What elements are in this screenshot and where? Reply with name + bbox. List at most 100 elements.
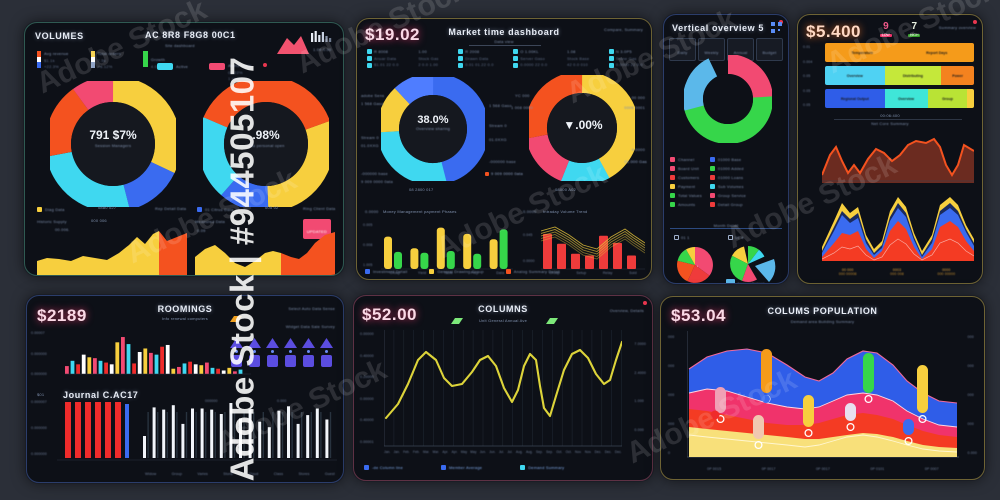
bar[interactable] xyxy=(75,402,81,458)
bar[interactable] xyxy=(287,406,290,458)
bar[interactable] xyxy=(315,408,319,459)
marker-pill[interactable] xyxy=(761,349,772,393)
bar[interactable] xyxy=(216,368,220,374)
panel-market-time[interactable]: $19.02 Market time dashboard Data view C… xyxy=(356,18,652,280)
bar[interactable] xyxy=(121,337,125,374)
donut-chart[interactable] xyxy=(684,55,772,143)
stacked-bar-segment[interactable]: Distributing xyxy=(884,66,942,85)
bar-chart-lower[interactable] xyxy=(57,400,337,462)
bar[interactable] xyxy=(499,229,508,269)
bar[interactable] xyxy=(115,402,121,458)
bar[interactable] xyxy=(149,352,153,374)
bar-chart-roomings[interactable] xyxy=(65,328,251,376)
square-icon[interactable] xyxy=(303,355,314,367)
bar[interactable] xyxy=(239,418,242,458)
bar[interactable] xyxy=(267,427,271,458)
bar[interactable] xyxy=(463,233,472,269)
bar[interactable] xyxy=(200,408,204,459)
line-chart-columns[interactable] xyxy=(384,330,622,448)
kpi-item[interactable]: Total orders 7.5k +8.12% xyxy=(90,51,121,69)
kpi-alerts[interactable]: Alerts today 03 22% 1 new xyxy=(209,63,267,81)
donut-chart-left[interactable] xyxy=(381,77,485,181)
bar[interactable] xyxy=(420,252,429,269)
legend-item[interactable]: 01000 Loans xyxy=(709,175,746,180)
bar[interactable] xyxy=(177,366,181,374)
icon-stack[interactable] xyxy=(284,338,297,367)
legend-item[interactable]: Channel xyxy=(670,157,702,162)
bar[interactable] xyxy=(227,367,232,374)
stacked-bar-segment[interactable]: Power xyxy=(941,66,974,85)
updated-badge[interactable]: UPDATED xyxy=(302,219,331,239)
badge-high[interactable]: 7 HIGH xyxy=(908,21,921,38)
kpi-item[interactable]: O 1.00KL Server Gaso 0.0000 22 0.0 xyxy=(513,49,547,68)
pie-chart-2[interactable] xyxy=(722,243,784,284)
donut-chart-right[interactable] xyxy=(529,75,635,181)
bar[interactable] xyxy=(105,402,111,458)
bar[interactable] xyxy=(115,342,120,374)
bar[interactable] xyxy=(143,436,146,458)
bar[interactable] xyxy=(193,364,198,374)
tab-budget[interactable]: Budget xyxy=(756,38,783,61)
panel-roomings[interactable]: $2189 ROOMINGS Info renewal computers Se… xyxy=(26,295,344,483)
bar[interactable] xyxy=(221,370,226,374)
kpi-item[interactable]: 1.00 Stock Gas 2 0.0 1.00 xyxy=(418,49,438,68)
stacked-bar-segment[interactable]: Overview xyxy=(825,66,885,85)
bar[interactable] xyxy=(557,243,566,269)
panel-columns-population[interactable]: $53.04 COLUMS POPULATION Demand area Bui… xyxy=(660,296,985,480)
bar[interactable] xyxy=(306,415,310,458)
bar[interactable] xyxy=(160,346,164,374)
area-chart-left[interactable] xyxy=(37,231,187,275)
area-chart-multi[interactable] xyxy=(822,191,974,261)
bar[interactable] xyxy=(109,364,114,374)
bar[interactable] xyxy=(65,402,71,458)
bar[interactable] xyxy=(165,344,170,374)
legend-item[interactable]: Total Values xyxy=(670,193,702,198)
bar[interactable] xyxy=(627,255,636,270)
bar[interactable] xyxy=(446,251,455,269)
stacked-bar-row[interactable]: Overview Distributing Power xyxy=(825,66,974,85)
icon-stack[interactable] xyxy=(230,338,243,367)
legend-item[interactable]: Amounts xyxy=(670,202,702,207)
bar[interactable] xyxy=(152,407,156,458)
bar[interactable] xyxy=(296,423,300,458)
bar[interactable] xyxy=(571,253,580,269)
marker-pill[interactable] xyxy=(803,395,814,427)
bar[interactable] xyxy=(473,253,482,269)
marker-pill[interactable] xyxy=(715,387,726,413)
stacked-bar-segment[interactable]: Regional Output xyxy=(825,89,885,108)
marker-pill[interactable] xyxy=(753,415,764,439)
square-icon[interactable] xyxy=(267,355,278,367)
marker-pill[interactable] xyxy=(863,353,874,393)
bar-chart-paired[interactable] xyxy=(381,219,513,271)
square-icon[interactable] xyxy=(231,355,242,367)
tab-weekly[interactable]: Weekly xyxy=(698,38,725,61)
bar[interactable] xyxy=(76,364,80,374)
bar[interactable] xyxy=(410,248,419,269)
marker-pill[interactable] xyxy=(845,403,856,421)
legend-item[interactable]: Analog Summary Detail xyxy=(505,268,560,274)
bar[interactable] xyxy=(188,361,192,374)
stacked-bar-segment[interactable]: Overview xyxy=(884,89,928,108)
bar[interactable] xyxy=(162,409,166,458)
icon-stack[interactable] xyxy=(320,338,333,367)
panel-volumes[interactable]: VOLUMES AC 8R8 F8G8 00C1 Site dashboard … xyxy=(24,22,344,276)
bar[interactable] xyxy=(210,409,214,458)
bar[interactable] xyxy=(70,360,75,374)
marker-pill[interactable] xyxy=(903,419,914,435)
legend-item[interactable]: Member Average xyxy=(441,464,482,470)
bar[interactable] xyxy=(171,405,175,458)
bar[interactable] xyxy=(277,410,281,458)
panel3-tabs[interactable]: Daily Weekly Annual Budget xyxy=(669,38,783,61)
legend-item[interactable]: Group Service xyxy=(709,193,746,198)
bar-line-combo-chart[interactable] xyxy=(541,219,645,271)
kpi-item[interactable]: N 3.0P5 Stone Gas 0.0000 22 0.0 xyxy=(608,49,643,68)
panel5-icon-row[interactable] xyxy=(230,338,333,367)
icon-stack[interactable] xyxy=(248,338,261,367)
bar[interactable] xyxy=(384,236,392,269)
square-icon[interactable] xyxy=(321,355,332,367)
kpi-item[interactable]: 1.08 Stock Base 42 0.0 010 xyxy=(567,49,589,68)
bar[interactable] xyxy=(191,408,194,459)
bar[interactable] xyxy=(325,419,329,459)
bar[interactable] xyxy=(65,366,69,374)
line-chart-orange[interactable] xyxy=(822,131,974,183)
